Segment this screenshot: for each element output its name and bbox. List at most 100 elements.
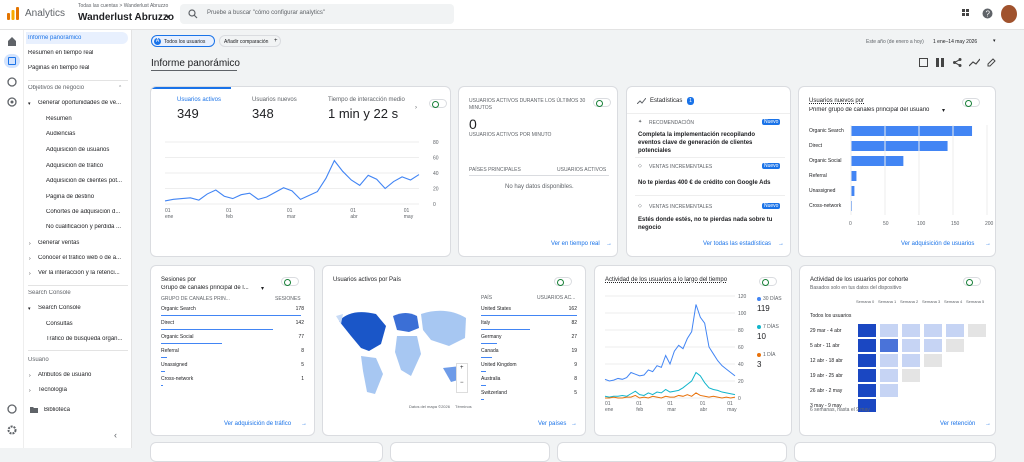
sidebar-item-landing-page[interactable]: Página de destino bbox=[46, 194, 128, 200]
cohort-cell[interactable] bbox=[968, 324, 986, 337]
arrow-right-icon[interactable]: → bbox=[301, 421, 307, 427]
cohort-cell[interactable] bbox=[902, 324, 920, 337]
sidebar-item-organic-traffic[interactable]: Tráfico de búsqueda orgán... bbox=[46, 336, 128, 342]
apps-grid-icon[interactable] bbox=[962, 9, 972, 19]
insight-text[interactable]: No te pierdas 400 € de crédito con Googl… bbox=[638, 180, 783, 186]
link-all-insights[interactable]: Ver todas las estadísticas bbox=[703, 241, 771, 247]
sidebar-item-traffic-acquisition[interactable]: Adquisición de tráfico bbox=[46, 163, 128, 169]
cohort-cell[interactable] bbox=[858, 384, 876, 397]
card5-title[interactable]: Sesiones por bbox=[161, 277, 196, 283]
world-map[interactable] bbox=[331, 296, 476, 404]
cohort-cell[interactable] bbox=[902, 369, 920, 382]
expand-arrow-icon[interactable]: › bbox=[29, 271, 31, 277]
advertising-icon[interactable] bbox=[7, 97, 17, 107]
insights-icon[interactable] bbox=[7, 404, 17, 414]
sidebar-item-overview[interactable]: Informe panorámico bbox=[28, 35, 128, 41]
zoom-controls[interactable]: + − bbox=[456, 363, 468, 393]
cohort-cell[interactable] bbox=[858, 339, 876, 352]
cohort-cell[interactable] bbox=[946, 324, 964, 337]
check-status-icon[interactable] bbox=[593, 98, 611, 107]
insight-text[interactable]: Estés donde estés, no te pierdas nada so… bbox=[638, 216, 778, 232]
sidebar-section-search-console[interactable]: Search Console bbox=[28, 290, 128, 296]
cohort-cell[interactable] bbox=[924, 339, 942, 352]
link-traffic-acquisition[interactable]: Ver adquisición de tráfico bbox=[224, 421, 291, 427]
home-icon[interactable] bbox=[7, 37, 17, 46]
analytics-logo-icon[interactable] bbox=[6, 7, 20, 21]
sidebar-item-acquisition-cohorts[interactable]: Cohortes de adquisición d... bbox=[46, 209, 128, 215]
gear-icon[interactable] bbox=[7, 425, 17, 435]
cohort-cell[interactable] bbox=[880, 354, 898, 367]
avatar[interactable] bbox=[1001, 5, 1017, 23]
help-icon[interactable]: ? bbox=[982, 8, 993, 19]
arrow-right-icon[interactable]: → bbox=[985, 421, 991, 427]
search-input[interactable]: Pruebe a buscar "cómo configurar analyti… bbox=[180, 4, 454, 24]
sidebar-item-queries[interactable]: Consultas bbox=[46, 321, 128, 327]
card6-title[interactable]: Usuarios activos por País bbox=[333, 277, 401, 283]
edit-report-icon[interactable] bbox=[919, 58, 928, 67]
expand-arrow-icon[interactable]: › bbox=[29, 256, 31, 262]
check-status-icon[interactable] bbox=[963, 277, 981, 286]
sidebar-item-realtime-pages[interactable]: Páginas en tiempo real bbox=[28, 65, 128, 71]
card5-dimension-selector[interactable]: Grupo de canales principal de l... bbox=[161, 285, 266, 291]
check-status-icon[interactable] bbox=[554, 277, 572, 286]
collapse-sidebar-icon[interactable]: ‹ bbox=[114, 430, 117, 440]
sidebar-section-user[interactable]: Usuario bbox=[28, 357, 128, 363]
cohort-cell[interactable] bbox=[880, 384, 898, 397]
arrow-right-icon[interactable]: → bbox=[985, 241, 991, 247]
link-realtime[interactable]: Ver en tiempo real bbox=[551, 241, 600, 247]
map-terms[interactable]: Términos bbox=[455, 404, 472, 409]
cohort-cell[interactable] bbox=[880, 339, 898, 352]
sidebar-item-summary[interactable]: Resumen bbox=[46, 116, 128, 122]
cohort-cell[interactable] bbox=[924, 324, 942, 337]
property-selector[interactable]: Wanderlust Abruzzo bbox=[78, 12, 174, 23]
add-comparison-button[interactable]: Añadir comparación + bbox=[219, 35, 281, 47]
sidebar-item-lead-acquisition[interactable]: Adquisición de clientes pot... bbox=[46, 178, 128, 184]
sidebar-item-search-console[interactable]: Search Console bbox=[38, 305, 128, 311]
sidebar-item-user-attributes[interactable]: Atributos de usuario bbox=[38, 372, 128, 378]
arrow-right-icon[interactable]: → bbox=[606, 241, 612, 247]
explore-icon[interactable] bbox=[7, 77, 17, 87]
cohort-cell[interactable] bbox=[902, 354, 920, 367]
expand-arrow-icon[interactable]: › bbox=[29, 373, 31, 379]
compare-icon[interactable] bbox=[936, 58, 945, 67]
arrow-right-icon[interactable]: → bbox=[571, 421, 577, 427]
chevron-up-icon[interactable]: ⌃ bbox=[118, 85, 122, 91]
sidebar-item-audiences[interactable]: Audiencias bbox=[46, 131, 128, 137]
cohort-cell[interactable] bbox=[858, 369, 876, 382]
pencil-icon[interactable] bbox=[987, 58, 996, 67]
sidebar-item-user-acquisition[interactable]: Adquisición de usuarios bbox=[46, 147, 128, 153]
sidebar-item-engagement[interactable]: Ver la interacción y la retenci... bbox=[38, 270, 128, 276]
expand-arrow-icon[interactable]: › bbox=[29, 388, 31, 394]
cohort-cell[interactable] bbox=[880, 324, 898, 337]
chevron-down-icon[interactable]: ▾ bbox=[166, 13, 170, 21]
reports-icon[interactable] bbox=[4, 54, 20, 68]
insight-text[interactable]: Completa la implementación recopilando e… bbox=[638, 131, 778, 155]
cohort-cell[interactable] bbox=[858, 354, 876, 367]
link-retention[interactable]: Ver retención bbox=[940, 421, 975, 427]
sidebar-item-technology[interactable]: Tecnología bbox=[38, 387, 128, 393]
expand-arrow-icon[interactable]: › bbox=[29, 241, 31, 247]
sidebar-item-web-traffic[interactable]: Conocer el tráfico web o de a... bbox=[38, 255, 128, 261]
link-countries[interactable]: Ver países bbox=[538, 421, 566, 427]
insights-trend-icon[interactable] bbox=[969, 58, 980, 67]
collapse-arrow-icon[interactable]: ▾ bbox=[28, 306, 31, 312]
check-status-icon[interactable] bbox=[281, 277, 299, 286]
arrow-right-icon[interactable]: → bbox=[778, 241, 784, 247]
cohort-cell[interactable] bbox=[902, 339, 920, 352]
date-range-picker[interactable]: 1 ene–14 may 2026 bbox=[933, 39, 977, 45]
sidebar-item-disqualification[interactable]: No cualificación y pérdida ... bbox=[46, 224, 128, 230]
sidebar-item-leads[interactable]: Generar oportunidades de ve... bbox=[38, 100, 128, 106]
collapse-arrow-icon[interactable]: ▾ bbox=[28, 101, 31, 107]
cohort-cell[interactable] bbox=[924, 354, 942, 367]
chevron-down-icon[interactable]: ▾ bbox=[993, 38, 996, 44]
cohort-cell[interactable] bbox=[880, 369, 898, 382]
sidebar-item-realtime-summary[interactable]: Resumen en tiempo real bbox=[28, 50, 128, 56]
chevron-down-icon[interactable]: ▾ bbox=[261, 285, 264, 292]
zoom-in-icon[interactable]: + bbox=[460, 365, 464, 371]
share-icon[interactable] bbox=[953, 58, 962, 67]
sidebar-item-library[interactable]: Biblioteca bbox=[44, 407, 128, 413]
cohort-cell[interactable] bbox=[858, 324, 876, 337]
filter-chip-all-users[interactable]: A Todos los usuarios bbox=[151, 35, 215, 47]
breadcrumb[interactable]: Todas las cuentas > Wanderlust Abruzzo bbox=[78, 3, 168, 9]
link-user-acquisition[interactable]: Ver adquisición de usuarios bbox=[901, 241, 974, 247]
